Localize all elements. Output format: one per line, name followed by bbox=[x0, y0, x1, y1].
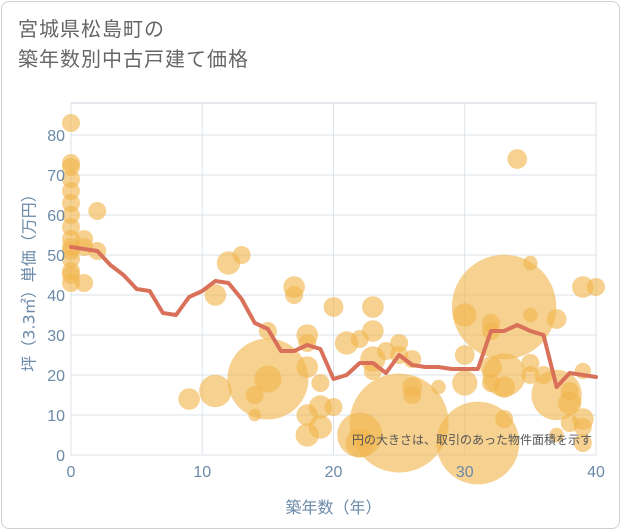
chart-title-line-1: 宮城県松島町の bbox=[18, 17, 165, 41]
data-bubble bbox=[507, 149, 528, 169]
data-bubble bbox=[587, 278, 605, 296]
data-bubble bbox=[178, 388, 200, 410]
y-tick-label: 50 bbox=[47, 248, 65, 265]
chart-title: 宮城県松島町の 築年数別中古戸建て価格 bbox=[18, 14, 249, 74]
data-bubble bbox=[362, 296, 384, 318]
data-bubble bbox=[296, 356, 319, 378]
data-bubble bbox=[88, 202, 107, 220]
y-tick-label: 0 bbox=[56, 448, 65, 465]
data-bubble bbox=[308, 395, 333, 419]
data-bubble bbox=[482, 353, 526, 397]
y-tick-label: 40 bbox=[47, 288, 65, 305]
data-bubble bbox=[573, 418, 592, 436]
y-tick-label: 60 bbox=[47, 208, 65, 225]
data-bubble bbox=[431, 379, 446, 395]
data-bubble bbox=[495, 410, 514, 428]
y-tick-label: 30 bbox=[47, 328, 65, 345]
size-note: 円の大きさは、取引のあった物件面積を示す bbox=[352, 432, 592, 447]
data-bubble bbox=[349, 373, 449, 473]
data-bubble bbox=[324, 398, 343, 416]
data-bubble bbox=[62, 114, 80, 132]
data-bubble bbox=[199, 374, 232, 408]
x-tick-label: 40 bbox=[587, 464, 605, 481]
data-bubble bbox=[572, 276, 594, 298]
y-tick-label: 70 bbox=[47, 168, 65, 185]
data-bubble bbox=[311, 374, 330, 392]
average-price-line bbox=[69, 245, 598, 389]
y-tick-label: 80 bbox=[47, 128, 65, 145]
data-bubble bbox=[308, 415, 333, 439]
data-bubble bbox=[75, 274, 94, 292]
data-bubble bbox=[493, 376, 515, 398]
data-bubble bbox=[403, 386, 422, 404]
data-bubble bbox=[546, 309, 567, 329]
data-bubble bbox=[549, 427, 564, 443]
x-tick-label: 20 bbox=[325, 464, 343, 481]
data-bubble bbox=[323, 297, 344, 317]
data-bubble bbox=[573, 434, 592, 452]
data-bubble bbox=[62, 274, 80, 292]
data-bubble bbox=[523, 255, 538, 271]
y-tick-label: 10 bbox=[47, 408, 65, 425]
x-tick-label: 30 bbox=[456, 464, 474, 481]
data-bubble bbox=[362, 320, 384, 342]
bubble-layer bbox=[62, 114, 605, 485]
data-bubble bbox=[232, 246, 251, 264]
trend-layer bbox=[69, 245, 598, 389]
chart-title-line-2: 築年数別中古戸建て価格 bbox=[18, 47, 249, 71]
tick-labels: 0 10 20 30 40 0 10 20 30 40 50 60 70 80 bbox=[47, 128, 605, 481]
y-axis-label: 坪（3.3㎡）単価（万円） bbox=[20, 186, 39, 371]
data-bubble bbox=[454, 345, 475, 365]
data-bubble bbox=[285, 286, 304, 304]
x-tick-label: 0 bbox=[67, 464, 76, 481]
data-bubble bbox=[254, 365, 282, 393]
data-bubble bbox=[523, 307, 538, 323]
data-bubble bbox=[452, 370, 478, 396]
x-axis-label: 築年数（年） bbox=[285, 498, 381, 517]
data-bubble bbox=[521, 366, 540, 384]
x-tick-label: 10 bbox=[193, 464, 211, 481]
data-bubble bbox=[204, 284, 227, 306]
data-bubble bbox=[451, 254, 557, 360]
y-tick-label: 20 bbox=[47, 368, 65, 385]
data-bubble bbox=[558, 391, 582, 415]
